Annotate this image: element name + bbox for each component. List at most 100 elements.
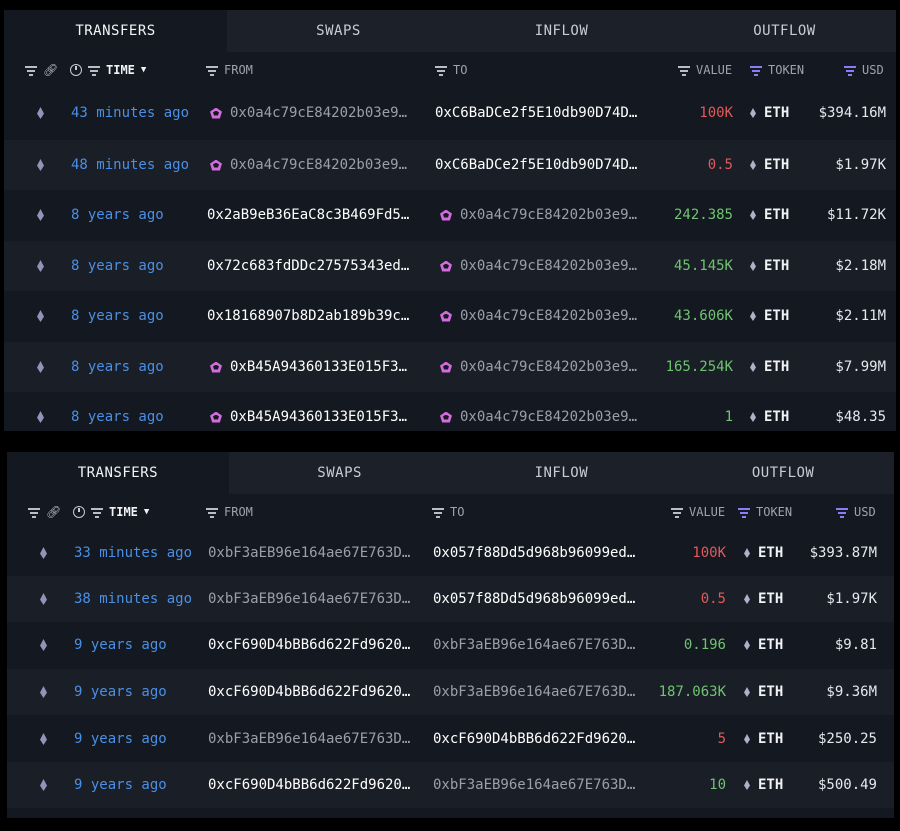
value-column-header[interactable]: VALUE <box>678 52 732 88</box>
time-link[interactable]: 48 minutes ago <box>71 157 190 173</box>
from-address[interactable]: 0x0a4c79cE84202b03e9… <box>210 88 422 138</box>
to-address[interactable]: 0xbF3aEB96e164ae67E763D… <box>433 669 643 715</box>
time-link[interactable]: 8 years ago <box>71 258 164 274</box>
token-column-header[interactable]: TOKEN <box>738 494 792 530</box>
token-cell[interactable]: ETH <box>744 622 783 668</box>
from-address[interactable]: 0x2aB9eB36EaC8c3B469Fd5… <box>207 190 422 240</box>
token-cell[interactable]: ETH <box>744 530 783 576</box>
token-cell[interactable]: ETH <box>750 241 789 291</box>
filter-icon[interactable] <box>28 507 40 518</box>
caret-down-icon[interactable]: ▼ <box>143 507 150 517</box>
from-column-header[interactable]: FROM <box>206 494 253 530</box>
filter-icon[interactable] <box>750 65 762 76</box>
to-address[interactable]: 0x0a4c79cE84202b03e9… <box>440 241 650 291</box>
table-row[interactable]: 9 years ago 0xbF3aEB96e164ae67E763D… 0xc… <box>7 716 894 762</box>
table-row[interactable]: 8 years ago 0x2aB9eB36EaC8c3B469Fd5… 0x0… <box>4 190 896 240</box>
from-address[interactable]: 0x0a4c79cE84202b03e9… <box>210 140 422 190</box>
usd-column-header[interactable]: USD <box>836 494 876 530</box>
from-address[interactable]: 0xbF3aEB96e164ae67E763D… <box>208 716 418 762</box>
link-icon[interactable]: 🔗︎ <box>46 505 62 519</box>
to-column-header[interactable]: TO <box>435 52 467 88</box>
table-row[interactable]: 8 years ago 0xB45A94360133E015F3… 0x0a4c… <box>4 393 896 431</box>
table-row[interactable]: 33 minutes ago 0xbF3aEB96e164ae67E763D… … <box>7 530 894 576</box>
filter-icon[interactable] <box>432 507 444 518</box>
filter-icon[interactable] <box>844 65 856 76</box>
token-cell[interactable]: ETH <box>750 291 789 341</box>
time-link[interactable]: 9 years ago <box>74 684 167 700</box>
filter-icon[interactable] <box>738 507 750 518</box>
to-column-header[interactable]: TO <box>432 494 464 530</box>
from-address[interactable]: 0xbF3aEB96e164ae67E763D… <box>208 576 418 622</box>
token-cell[interactable]: ETH <box>750 342 789 392</box>
token-column-header[interactable]: TOKEN <box>750 52 804 88</box>
to-address[interactable]: 0x0a4c79cE84202b03e9… <box>440 190 650 240</box>
filter-icon[interactable] <box>206 507 218 518</box>
clock-icon[interactable] <box>70 64 82 76</box>
tab-outflow[interactable]: OUTFLOW <box>751 465 815 481</box>
time-link[interactable]: 9 years ago <box>74 731 167 747</box>
table-row[interactable]: 9 years ago 0xcF690D4bBB6d622Fd9620… 0xb… <box>7 669 894 715</box>
chain-filter[interactable]: 🔗︎ <box>28 494 61 530</box>
to-address[interactable]: 0x057f88Dd5d968b96099ed… <box>433 530 643 576</box>
table-row[interactable]: 8 years ago 0x18168907b8D2ab189b39c… 0x0… <box>4 291 896 341</box>
filter-icon[interactable] <box>25 65 37 76</box>
filter-icon[interactable] <box>91 507 103 518</box>
token-cell[interactable]: ETH <box>744 716 783 762</box>
tab-outflow[interactable]: OUTFLOW <box>753 23 816 39</box>
to-address[interactable]: 0xC6BaDCe2f5E10db90D74D… <box>435 88 647 138</box>
time-link[interactable]: 8 years ago <box>71 359 164 375</box>
tab-inflow[interactable]: INFLOW <box>534 23 589 39</box>
table-row[interactable]: 9 years ago 0xcF690D4bBB6d622Fd9620… 0xb… <box>7 622 894 668</box>
to-address[interactable]: 0x0a4c79cE84202b03e9… <box>440 291 650 341</box>
filter-icon[interactable] <box>678 65 690 76</box>
tab-inflow[interactable]: INFLOW <box>534 465 589 481</box>
caret-down-icon[interactable]: ▼ <box>140 65 147 75</box>
time-link[interactable]: 8 years ago <box>71 308 164 324</box>
tab-transfers[interactable]: TRANSFERS <box>4 10 227 52</box>
from-address[interactable]: 0xcF690D4bBB6d622Fd9620… <box>208 622 418 668</box>
tab-swaps[interactable]: SWAPS <box>317 465 362 481</box>
table-row[interactable]: 8 years ago 0x72c683fdDDc27575343ed… 0x0… <box>4 241 896 291</box>
time-column-header[interactable]: TIME ▼ <box>70 52 146 88</box>
table-row[interactable]: 43 minutes ago 0x0a4c79cE84202b03e9… 0xC… <box>4 88 896 138</box>
to-address[interactable]: 0x0a4c79cE84202b03e9… <box>440 393 650 431</box>
token-cell[interactable]: ETH <box>744 762 783 808</box>
token-cell[interactable]: ETH <box>750 190 789 240</box>
tab-swaps[interactable]: SWAPS <box>316 23 361 39</box>
token-cell[interactable]: ETH <box>750 393 789 431</box>
clock-icon[interactable] <box>73 506 85 518</box>
from-address[interactable]: 0xcF690D4bBB6d622Fd9620… <box>208 669 418 715</box>
time-link[interactable]: 8 years ago <box>71 409 164 425</box>
link-icon[interactable]: 🔗︎ <box>43 63 59 77</box>
to-address[interactable]: 0xcF690D4bBB6d622Fd9620… <box>433 716 643 762</box>
table-row[interactable]: 48 minutes ago 0x0a4c79cE84202b03e9… 0xC… <box>4 140 896 190</box>
from-address[interactable]: 0xbF3aEB96e164ae67E763D… <box>208 530 418 576</box>
to-address[interactable]: 0x057f88Dd5d968b96099ed… <box>433 576 643 622</box>
token-cell[interactable]: ETH <box>750 140 789 190</box>
filter-icon[interactable] <box>836 507 848 518</box>
time-link[interactable]: 38 minutes ago <box>74 591 193 607</box>
time-link[interactable]: 8 years ago <box>71 207 164 223</box>
token-cell[interactable]: ETH <box>750 88 789 138</box>
to-address[interactable]: 0xC6BaDCe2f5E10db90D74D… <box>435 140 647 190</box>
from-address[interactable]: 0xB45A94360133E015F3… <box>210 393 422 431</box>
from-address[interactable]: 0x18168907b8D2ab189b39c… <box>207 291 422 341</box>
time-column-header[interactable]: TIME ▼ <box>73 494 149 530</box>
time-link[interactable]: 9 years ago <box>74 637 167 653</box>
filter-icon[interactable] <box>206 65 218 76</box>
table-row[interactable]: 9 years ago 0xcF690D4bBB6d622Fd9620… 0xb… <box>7 762 894 808</box>
filter-icon[interactable] <box>435 65 447 76</box>
from-address[interactable]: 0xcF690D4bBB6d622Fd9620… <box>208 762 418 808</box>
chain-filter[interactable]: 🔗︎ <box>25 52 58 88</box>
to-address[interactable]: 0xbF3aEB96e164ae67E763D… <box>433 622 643 668</box>
tab-transfers[interactable]: TRANSFERS <box>7 452 229 494</box>
usd-column-header[interactable]: USD <box>844 52 884 88</box>
to-address[interactable]: 0xbF3aEB96e164ae67E763D… <box>433 762 643 808</box>
time-link[interactable]: 33 minutes ago <box>74 545 193 561</box>
from-address[interactable]: 0x72c683fdDDc27575343ed… <box>207 241 422 291</box>
time-link[interactable]: 9 years ago <box>74 777 167 793</box>
value-column-header[interactable]: VALUE <box>671 494 725 530</box>
from-address[interactable]: 0xB45A94360133E015F3… <box>210 342 422 392</box>
filter-icon[interactable] <box>88 65 100 76</box>
table-row[interactable]: 8 years ago 0xB45A94360133E015F3… 0x0a4c… <box>4 342 896 392</box>
